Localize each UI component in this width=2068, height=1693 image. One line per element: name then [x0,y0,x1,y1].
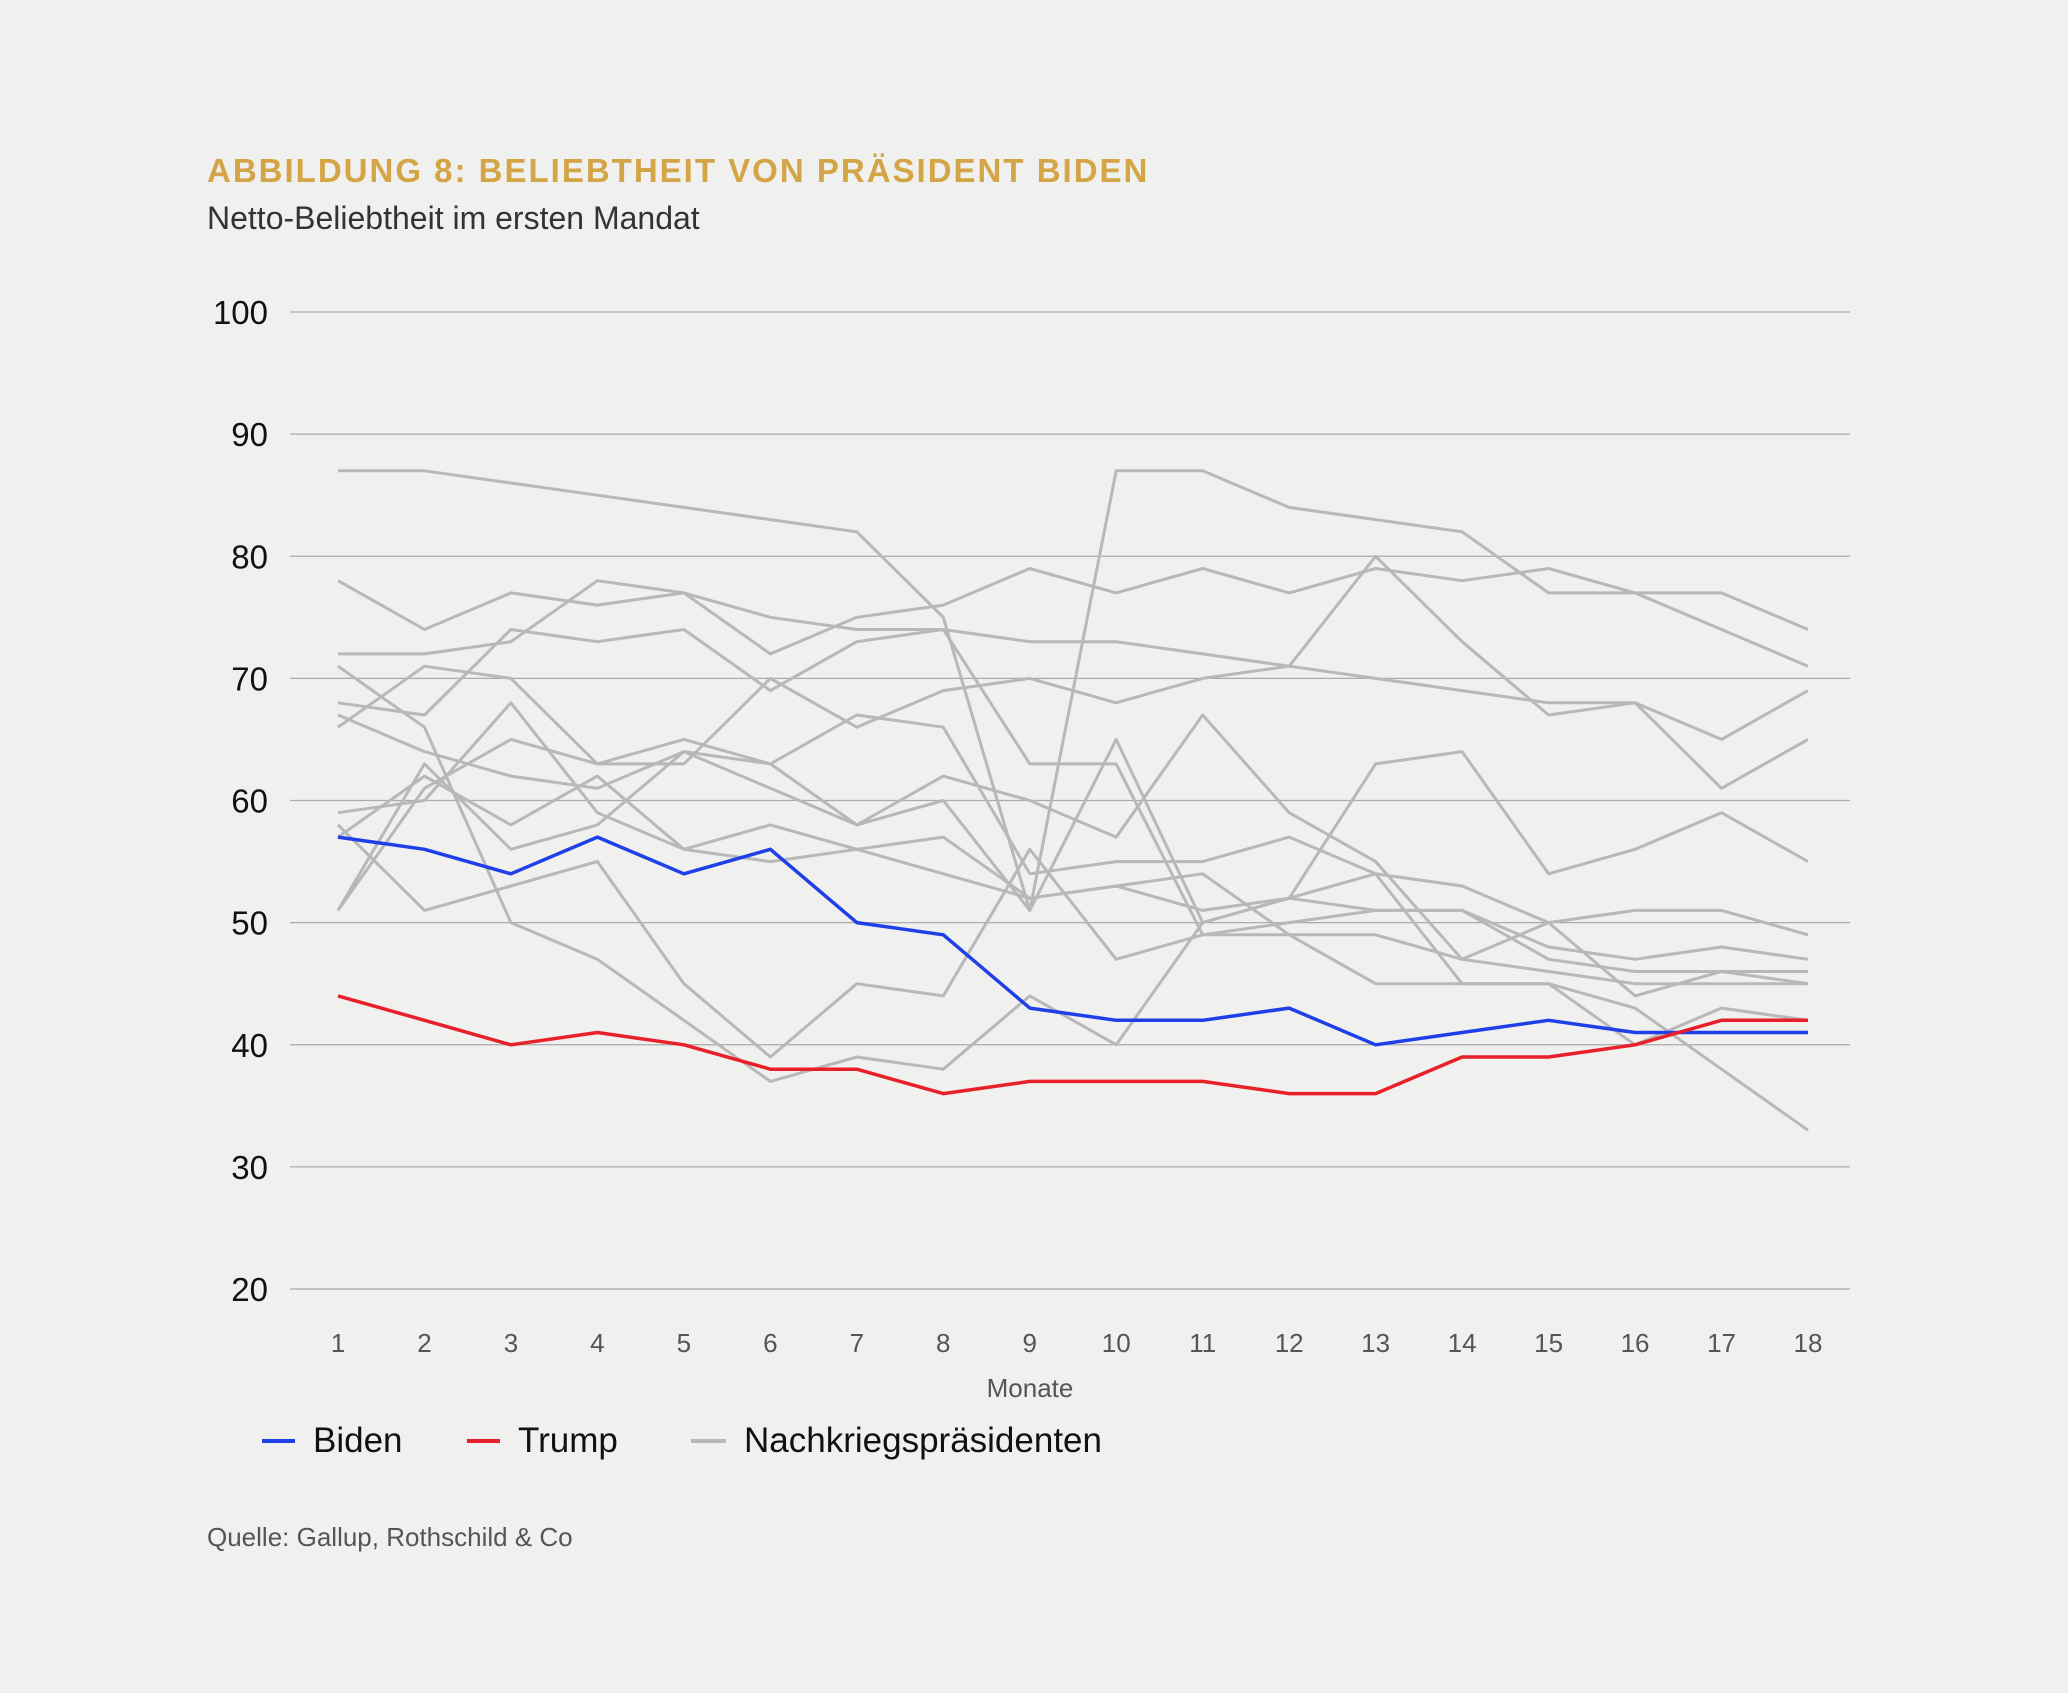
x-tick-label-12: 12 [1275,1328,1304,1358]
series-line-nachkriegspraesident-9 [337,774,1808,986]
highlight-series [337,835,1808,1096]
legend-biden-label: Biden [313,1421,403,1460]
y-tick-label-40: 40 [231,1027,268,1064]
x-tick-label-17: 17 [1707,1328,1736,1358]
series-line-nachkriegspraesident-12 [336,737,1809,986]
x-tick-label-9: 9 [1023,1328,1037,1358]
x-tick-label-8: 8 [936,1328,950,1358]
series-line-nachkriegspraesident-2 [337,579,1809,741]
series-line-trump [337,994,1808,1096]
x-axis-tick-labels: 1 2 3 4 5 6 7 8 9 10 11 12 13 14 15 16 17 18 [331,1328,1823,1358]
grid-lines [290,311,1850,1290]
x-tick-label-4: 4 [590,1328,604,1358]
x-tick-label-1: 1 [331,1328,345,1358]
x-tick-label-2: 2 [417,1328,431,1358]
legend: Biden Trump Nachkriegspräsidenten [262,1421,1102,1460]
y-tick-label-80: 80 [231,538,268,575]
x-tick-label-11: 11 [1189,1328,1216,1358]
x-tick-label-3: 3 [504,1328,518,1358]
series-line-nachkriegspraesident-7 [337,713,1809,961]
series-line-biden [337,835,1808,1047]
y-tick-label-90: 90 [231,416,268,453]
series-line-nachkriegspraesident-4 [337,554,1809,790]
y-tick-label-100: 100 [213,294,268,331]
y-tick-label-20: 20 [231,1271,268,1308]
y-tick-label-60: 60 [231,783,268,820]
legend-trump-label: Trump [518,1421,618,1460]
x-tick-label-7: 7 [850,1328,864,1358]
chart-subtitle: Netto-Beliebtheit im ersten Mandat [207,200,700,236]
y-tick-label-30: 30 [231,1149,268,1186]
y-axis-tick-labels: 20 30 40 50 60 70 80 90 100 [213,294,268,1308]
legend-others-label: Nachkriegspräsidenten [744,1421,1102,1460]
nachkriegspraesidenten-series [336,469,1809,1132]
x-axis-label: Monate [987,1373,1074,1403]
x-tick-label-14: 14 [1448,1328,1477,1358]
y-tick-label-50: 50 [231,905,268,942]
x-tick-label-6: 6 [763,1328,777,1358]
series-line-nachkriegspraesident-5 [337,664,1809,1083]
series-line-nachkriegspraesident-10 [336,713,1809,1132]
x-tick-label-10: 10 [1102,1328,1131,1358]
x-tick-label-16: 16 [1621,1328,1650,1358]
x-tick-label-5: 5 [677,1328,691,1358]
x-tick-label-18: 18 [1794,1328,1823,1358]
series-line-nachkriegspraesident-3 [338,567,1809,668]
source-note: Quelle: Gallup, Rothschild & Co [207,1522,573,1552]
x-tick-label-15: 15 [1534,1328,1563,1358]
y-tick-label-70: 70 [231,660,268,697]
chart-title: ABBILDUNG 8: BELIEBTHEIT VON PRÄSIDENT B… [207,152,1150,189]
series-line-nachkriegspraesident-6 [337,628,1809,961]
x-tick-label-13: 13 [1361,1328,1390,1358]
series-line-nachkriegspraesident-11 [336,823,1809,1059]
